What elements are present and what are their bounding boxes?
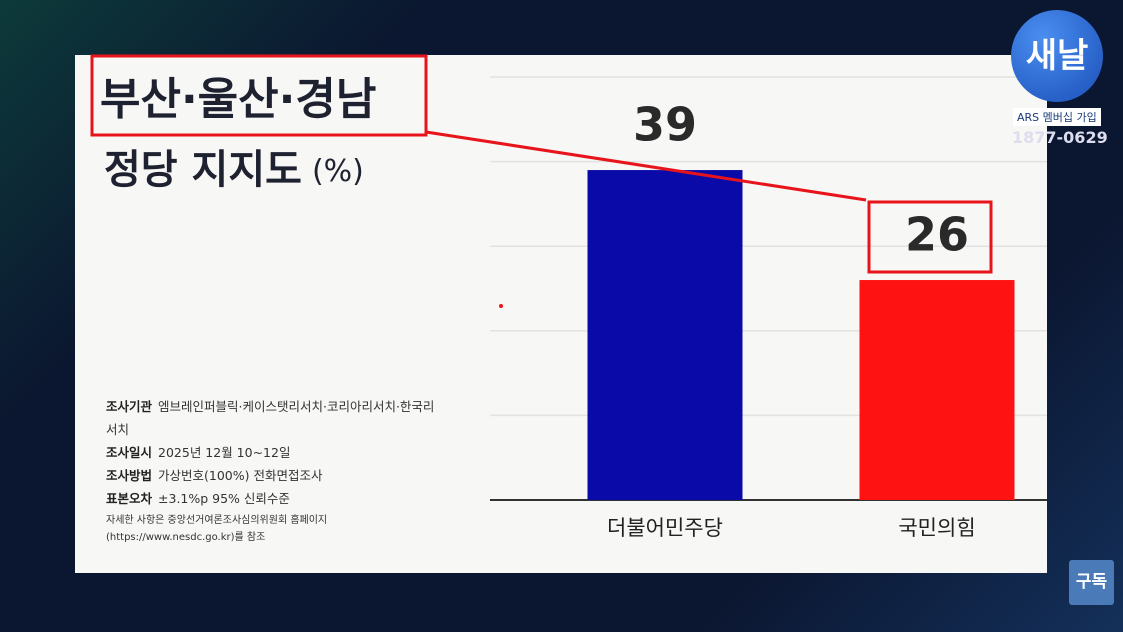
x-tick-label: 더불어민주당 <box>607 516 723 540</box>
note: 조사방법 가상번호(100%) 전화면접조사 <box>106 464 436 487</box>
footnote: 자세한 사항은 중앙선거여론조사심의위원회 홈페이지 (https://www.… <box>106 515 328 543</box>
note-label: 표본오차 <box>106 491 153 506</box>
logo-badge: ARS 멤버십 가입 <box>1013 108 1101 126</box>
value-label: 26 <box>905 208 969 262</box>
chart-title: 부산·울산·경남 <box>100 74 376 125</box>
note: 조사일시 2025년 12월 10~12일 <box>106 441 436 464</box>
note-text: 엠브레인퍼블릭·케이스탯리서치·코리아리서치·한국리서치 <box>106 399 435 437</box>
chart-subtitle: 정당 지지도 (%) <box>104 147 364 193</box>
note-text: ±3.1%p 95% 신뢰수준 <box>158 491 290 506</box>
bar <box>859 280 1015 500</box>
note: 표본오차 ±3.1%p 95% 신뢰수준 <box>106 487 436 510</box>
note-label: 조사일시 <box>106 445 153 460</box>
note-text: 가상번호(100%) 전화면접조사 <box>158 468 323 483</box>
subscribe-button[interactable]: 구독 <box>1069 560 1114 605</box>
note: 조사기관 엠브레인퍼블릭·케이스탯리서치·코리아리서치·한국리서치 <box>106 395 436 441</box>
note-label: 조사기관 <box>106 399 153 414</box>
subtitle-text: 정당 지지도 <box>104 147 302 193</box>
x-tick-label: 국민의힘 <box>898 516 975 540</box>
bar <box>587 170 743 500</box>
highlight-box <box>867 200 993 274</box>
logo: 새날 <box>1011 10 1103 102</box>
phone: 1877-0629 <box>1012 128 1108 147</box>
note-label: 조사방법 <box>106 468 153 483</box>
dot <box>499 304 503 308</box>
unit: (%) <box>312 154 364 189</box>
highlight-box <box>90 54 428 137</box>
connector <box>425 130 867 202</box>
note-text: 2025년 12월 10~12일 <box>158 445 291 460</box>
value-label: 39 <box>633 98 697 152</box>
